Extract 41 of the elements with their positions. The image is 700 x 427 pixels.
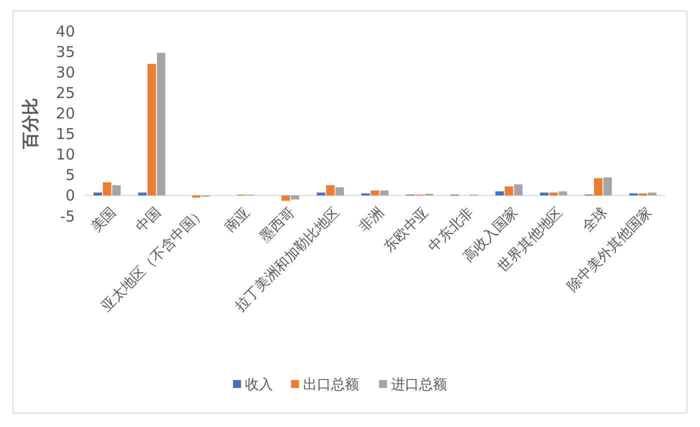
bar <box>326 185 335 196</box>
bar <box>594 178 602 196</box>
bar <box>102 182 112 196</box>
bar <box>290 195 300 200</box>
x-tick-label: 南亚 <box>222 204 254 236</box>
y-tick-label: 10 <box>56 146 75 164</box>
y-tick-label: 5 <box>65 166 75 184</box>
y-tick-label: 20 <box>56 104 75 122</box>
bar <box>549 192 558 196</box>
bar <box>112 185 121 196</box>
x-tick-label: 非洲 <box>356 204 388 236</box>
bar <box>540 192 548 196</box>
legend-label: 出口总额 <box>303 376 359 393</box>
bar <box>648 192 656 196</box>
bar <box>370 190 380 196</box>
bar <box>94 192 102 196</box>
y-tick-label: 40 <box>56 22 75 40</box>
bar <box>495 191 504 196</box>
y-tick-label: 0 <box>65 186 75 205</box>
x-tick-label: 中国 <box>132 204 164 236</box>
bar <box>380 190 389 196</box>
legend-label: 收入 <box>245 376 273 393</box>
y-tick-label: 15 <box>56 125 75 144</box>
y-tick-label: 25 <box>56 84 75 102</box>
y-axis-title: 百分比 <box>21 98 41 150</box>
bar <box>281 195 290 201</box>
bar <box>504 186 514 196</box>
bar <box>514 184 523 196</box>
bar <box>138 192 147 196</box>
bar <box>148 64 156 196</box>
legend-label: 进口总额 <box>391 376 447 393</box>
bar <box>156 52 166 196</box>
bar <box>603 177 612 196</box>
y-tick-label: 30 <box>56 63 75 82</box>
bar <box>316 192 326 196</box>
bar <box>336 187 344 196</box>
x-tick-label: 全球 <box>579 204 611 236</box>
y-tick-label: -5 <box>60 207 75 226</box>
x-tick-label: 美国 <box>88 204 120 236</box>
bar <box>558 191 568 196</box>
y-tick-label: 35 <box>56 42 75 61</box>
